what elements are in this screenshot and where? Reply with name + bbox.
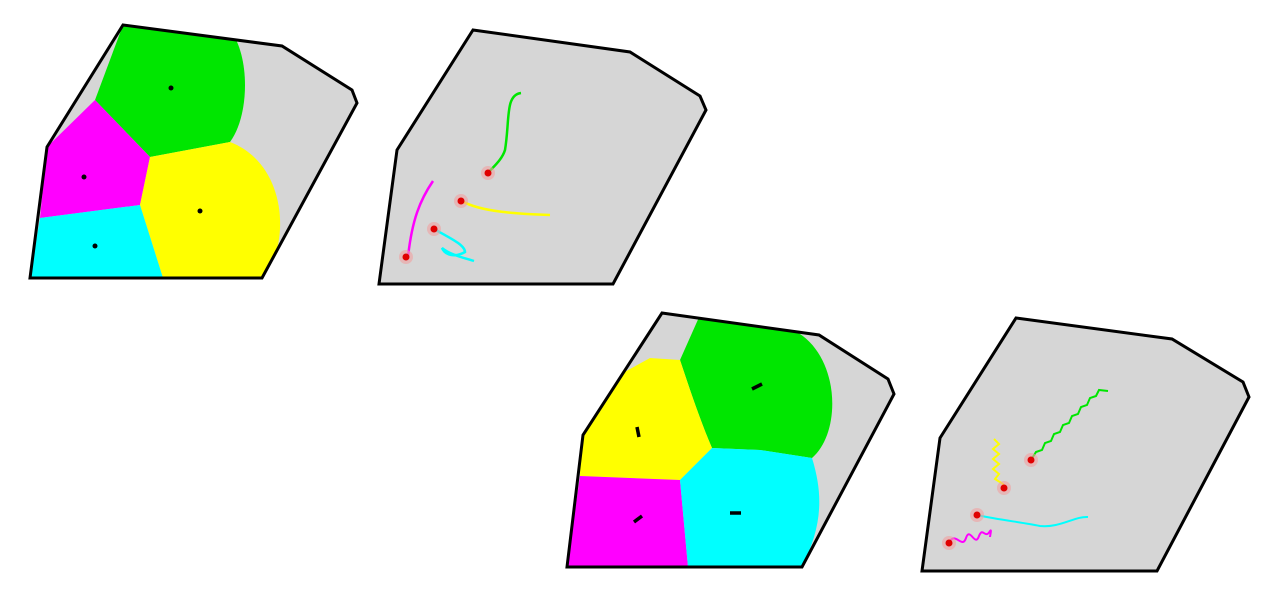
trajectory-yellow	[461, 199, 551, 217]
centroid-green	[168, 85, 174, 91]
partition-diagram-top	[28, 23, 359, 280]
centroid-cyan	[92, 243, 98, 249]
cell-magenta	[40, 100, 150, 218]
agent-cyan	[970, 508, 984, 522]
region-polygon	[922, 318, 1249, 571]
cell-cyan	[680, 448, 820, 567]
agent-green	[481, 166, 495, 180]
cell-yellow	[140, 142, 281, 278]
trajectory-yellow	[991, 438, 1005, 489]
centroid-magenta	[81, 174, 87, 180]
partition-diagram-bottom	[565, 311, 896, 569]
trajectory-magenta	[406, 180, 435, 258]
trajectory-magenta	[948, 529, 992, 544]
figure-bottom-partition	[560, 305, 910, 577]
trajectory-green	[487, 91, 522, 174]
trajectory-green	[1030, 388, 1109, 461]
agent-yellow	[997, 481, 1011, 495]
region-boundary	[565, 311, 896, 569]
figure-top-partition	[0, 0, 380, 300]
cell-cyan	[30, 205, 163, 278]
trajectory-diagram-bottom	[920, 316, 1251, 573]
heading-green	[751, 382, 763, 391]
heading-yellow	[635, 426, 641, 438]
figure-bottom-trajectories	[915, 305, 1260, 577]
region-boundary	[920, 316, 1251, 573]
trajectory-cyan	[976, 514, 1089, 528]
agent-yellow	[454, 194, 468, 208]
region-boundary	[377, 28, 708, 286]
trajectory-cyan	[433, 227, 475, 263]
cell-green	[95, 25, 245, 157]
cell-magenta	[567, 476, 688, 567]
agent-magenta	[942, 536, 956, 550]
region-polygon	[379, 30, 706, 284]
region-boundary	[28, 23, 359, 280]
heading-magenta	[632, 514, 644, 524]
figure-top-trajectories	[370, 20, 715, 295]
agent-green	[1024, 453, 1038, 467]
trajectory-diagram-top	[377, 28, 708, 286]
centroid-yellow	[197, 208, 203, 214]
agent-magenta	[399, 250, 413, 264]
agent-cyan	[427, 222, 441, 236]
